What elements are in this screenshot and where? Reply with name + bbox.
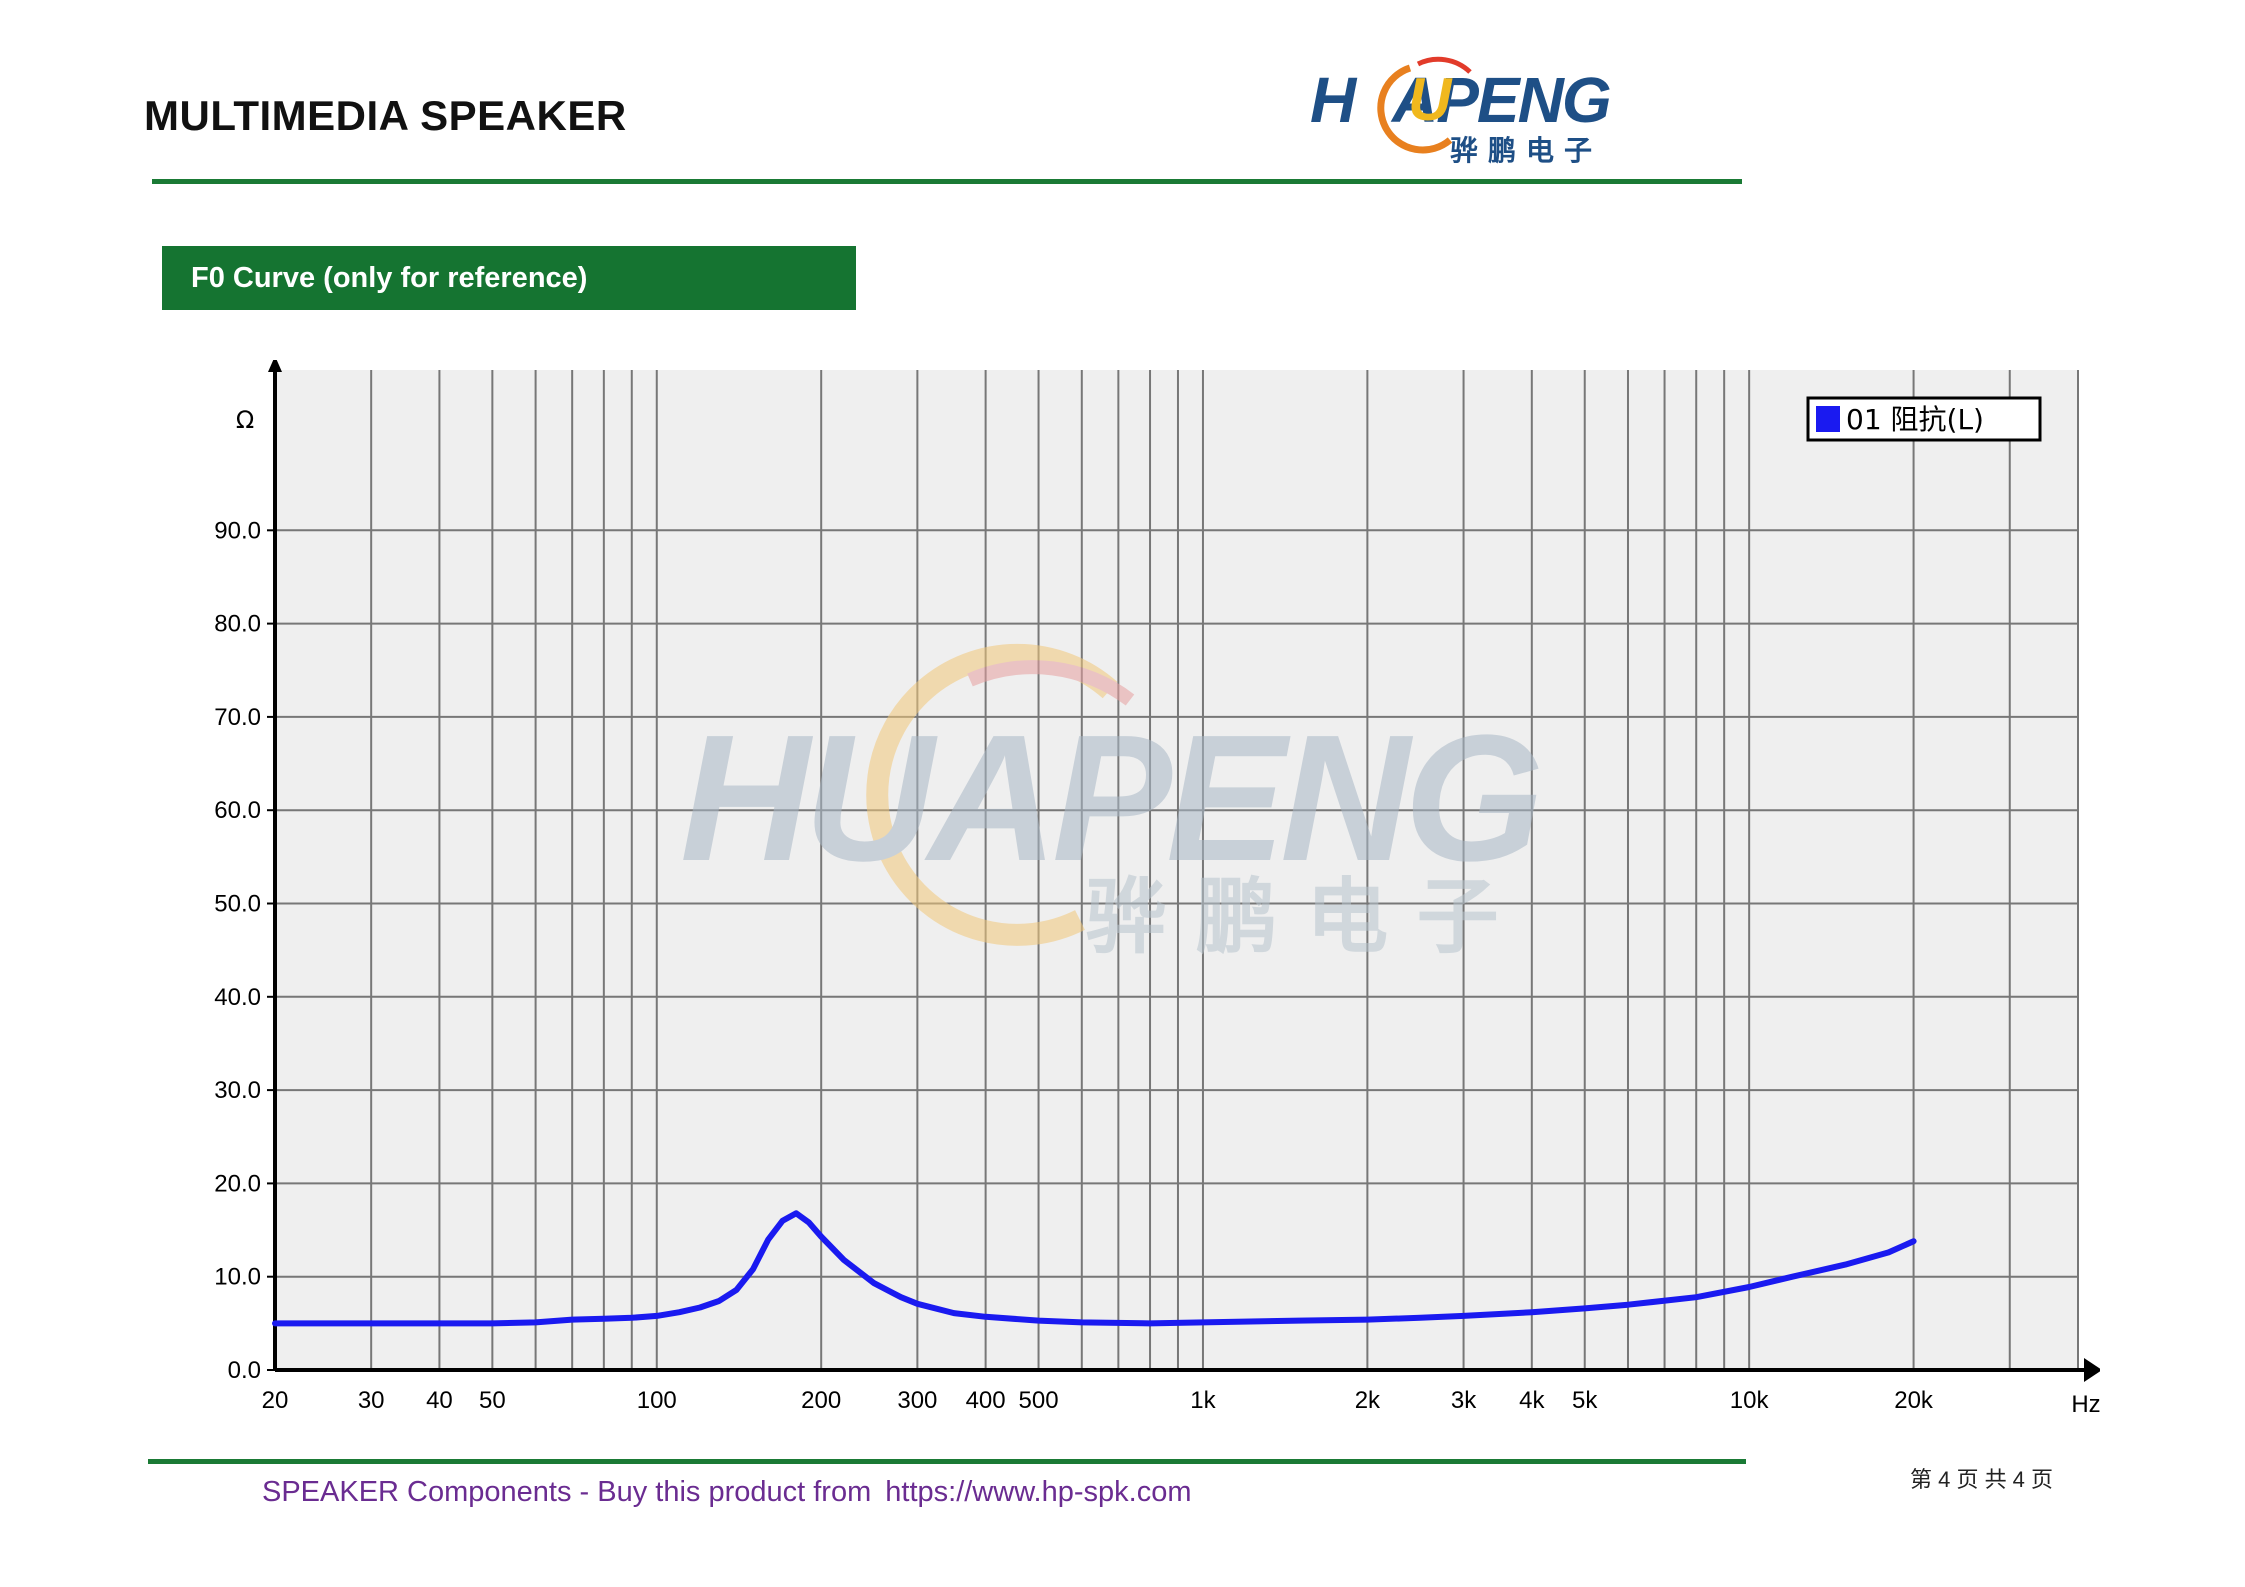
y-tick-label: 0.0 [228, 1357, 261, 1384]
x-tick-label: 20 [262, 1387, 289, 1414]
data-point [717, 1299, 721, 1303]
x-tick-label: 40 [426, 1387, 453, 1414]
data-point [630, 1316, 634, 1320]
data-point [1462, 1314, 1466, 1318]
data-point [1887, 1250, 1891, 1254]
y-tick-label: 20.0 [214, 1170, 261, 1197]
data-point [369, 1321, 373, 1325]
x-tick-label: 300 [897, 1387, 937, 1414]
data-point [766, 1237, 770, 1241]
data-point [698, 1305, 702, 1309]
huapeng-logo: H APENG U 骅鹏电子 [1300, 40, 1640, 170]
x-tick-label: 500 [1019, 1387, 1059, 1414]
data-point [490, 1321, 494, 1325]
x-axis-arrow [2084, 1358, 2100, 1382]
x-tick-label: 4k [1519, 1387, 1545, 1414]
y-tick-label: 40.0 [214, 984, 261, 1011]
y-axis-arrow [268, 360, 282, 372]
svg-text:U: U [1408, 66, 1453, 133]
y-tick-label: 60.0 [214, 797, 261, 824]
svg-text:APENG: APENG [1390, 64, 1610, 136]
data-point [984, 1315, 988, 1319]
svg-text:H: H [1310, 64, 1358, 136]
x-tick-label: 400 [966, 1387, 1006, 1414]
legend-label: 01 阻抗(L) [1846, 403, 1984, 436]
y-tick-label: 70.0 [214, 704, 261, 731]
data-point [781, 1219, 785, 1223]
footer-rule [148, 1459, 1746, 1464]
data-point [1037, 1319, 1041, 1323]
x-tick-label: 30 [358, 1387, 385, 1414]
data-point [570, 1318, 574, 1322]
data-point [1694, 1295, 1698, 1299]
watermark-text: HUAPENG [680, 698, 1539, 899]
data-point [677, 1310, 681, 1314]
footer-link-url[interactable]: https://www.hp-spk.com [885, 1476, 1192, 1508]
data-point [534, 1320, 538, 1324]
data-point [1080, 1320, 1084, 1324]
impedance-curve [272, 1210, 1917, 1327]
data-point [437, 1321, 441, 1325]
data-point [794, 1211, 798, 1215]
footer-link-prefix: SPEAKER Components - Buy this product fr… [262, 1476, 872, 1508]
y-tick-label: 30.0 [214, 1077, 261, 1104]
data-point [819, 1235, 823, 1239]
page-number: 第 4 页 共 4 页 [1910, 1467, 2054, 1492]
x-tick-label: 5k [1572, 1387, 1598, 1414]
y-tick-label: 80.0 [214, 611, 261, 638]
data-point [915, 1302, 919, 1306]
x-tick-label: 200 [801, 1387, 841, 1414]
data-point [273, 1321, 277, 1325]
x-tick-label: 10k [1730, 1387, 1770, 1414]
data-point [1201, 1320, 1205, 1324]
legend-box [1806, 396, 2042, 442]
plot-area [275, 370, 2078, 1370]
y-tick-label: 10.0 [214, 1264, 261, 1291]
data-point [1297, 1319, 1301, 1323]
data-point [872, 1281, 876, 1285]
data-point [602, 1317, 606, 1321]
y-axis-label: Ω [236, 406, 254, 434]
x-tick-label: 50 [479, 1387, 506, 1414]
watermark-subtext: 骅 鹏 电 子 [1085, 870, 1499, 965]
legend-swatch [1816, 406, 1840, 432]
impedance-chart: HUAPENG 骅 鹏 电 子 0.0 10.0 20.0 30.0 40.0 50.0 60.… [150, 360, 2100, 1430]
header-rule [152, 179, 1742, 184]
x-tick-label: 1k [1190, 1387, 1216, 1414]
data-point [751, 1267, 755, 1271]
data-point [1583, 1306, 1587, 1310]
data-point [1148, 1321, 1152, 1325]
x-tick-label: 100 [637, 1387, 677, 1414]
footer-link[interactable]: SPEAKER Components - Buy this product fr… [262, 1476, 1191, 1509]
section-heading: F0 Curve (only for reference) [162, 246, 856, 310]
data-point [1626, 1303, 1630, 1307]
data-point [807, 1221, 811, 1225]
data-point [842, 1258, 846, 1262]
data-point [1365, 1318, 1369, 1322]
y-tick-label: 90.0 [214, 517, 261, 544]
x-tick-label: 3k [1451, 1387, 1477, 1414]
data-point [735, 1288, 739, 1292]
x-tick-label: 2k [1355, 1387, 1381, 1414]
svg-text:骅鹏电子: 骅鹏电子 [1450, 134, 1602, 167]
data-point [1843, 1263, 1847, 1267]
data-point [1747, 1285, 1751, 1289]
x-tick-label: 20k [1894, 1387, 1934, 1414]
data-point [1912, 1239, 1916, 1243]
data-point [952, 1311, 956, 1315]
data-point [1418, 1316, 1422, 1320]
x-axis-label: Hz [2071, 1391, 2100, 1418]
document-title: MULTIMEDIA SPEAKER [144, 92, 627, 139]
data-point [899, 1295, 903, 1299]
data-point [1790, 1275, 1794, 1279]
data-point [655, 1314, 659, 1318]
data-point [1530, 1310, 1534, 1314]
y-tick-label: 50.0 [214, 891, 261, 918]
